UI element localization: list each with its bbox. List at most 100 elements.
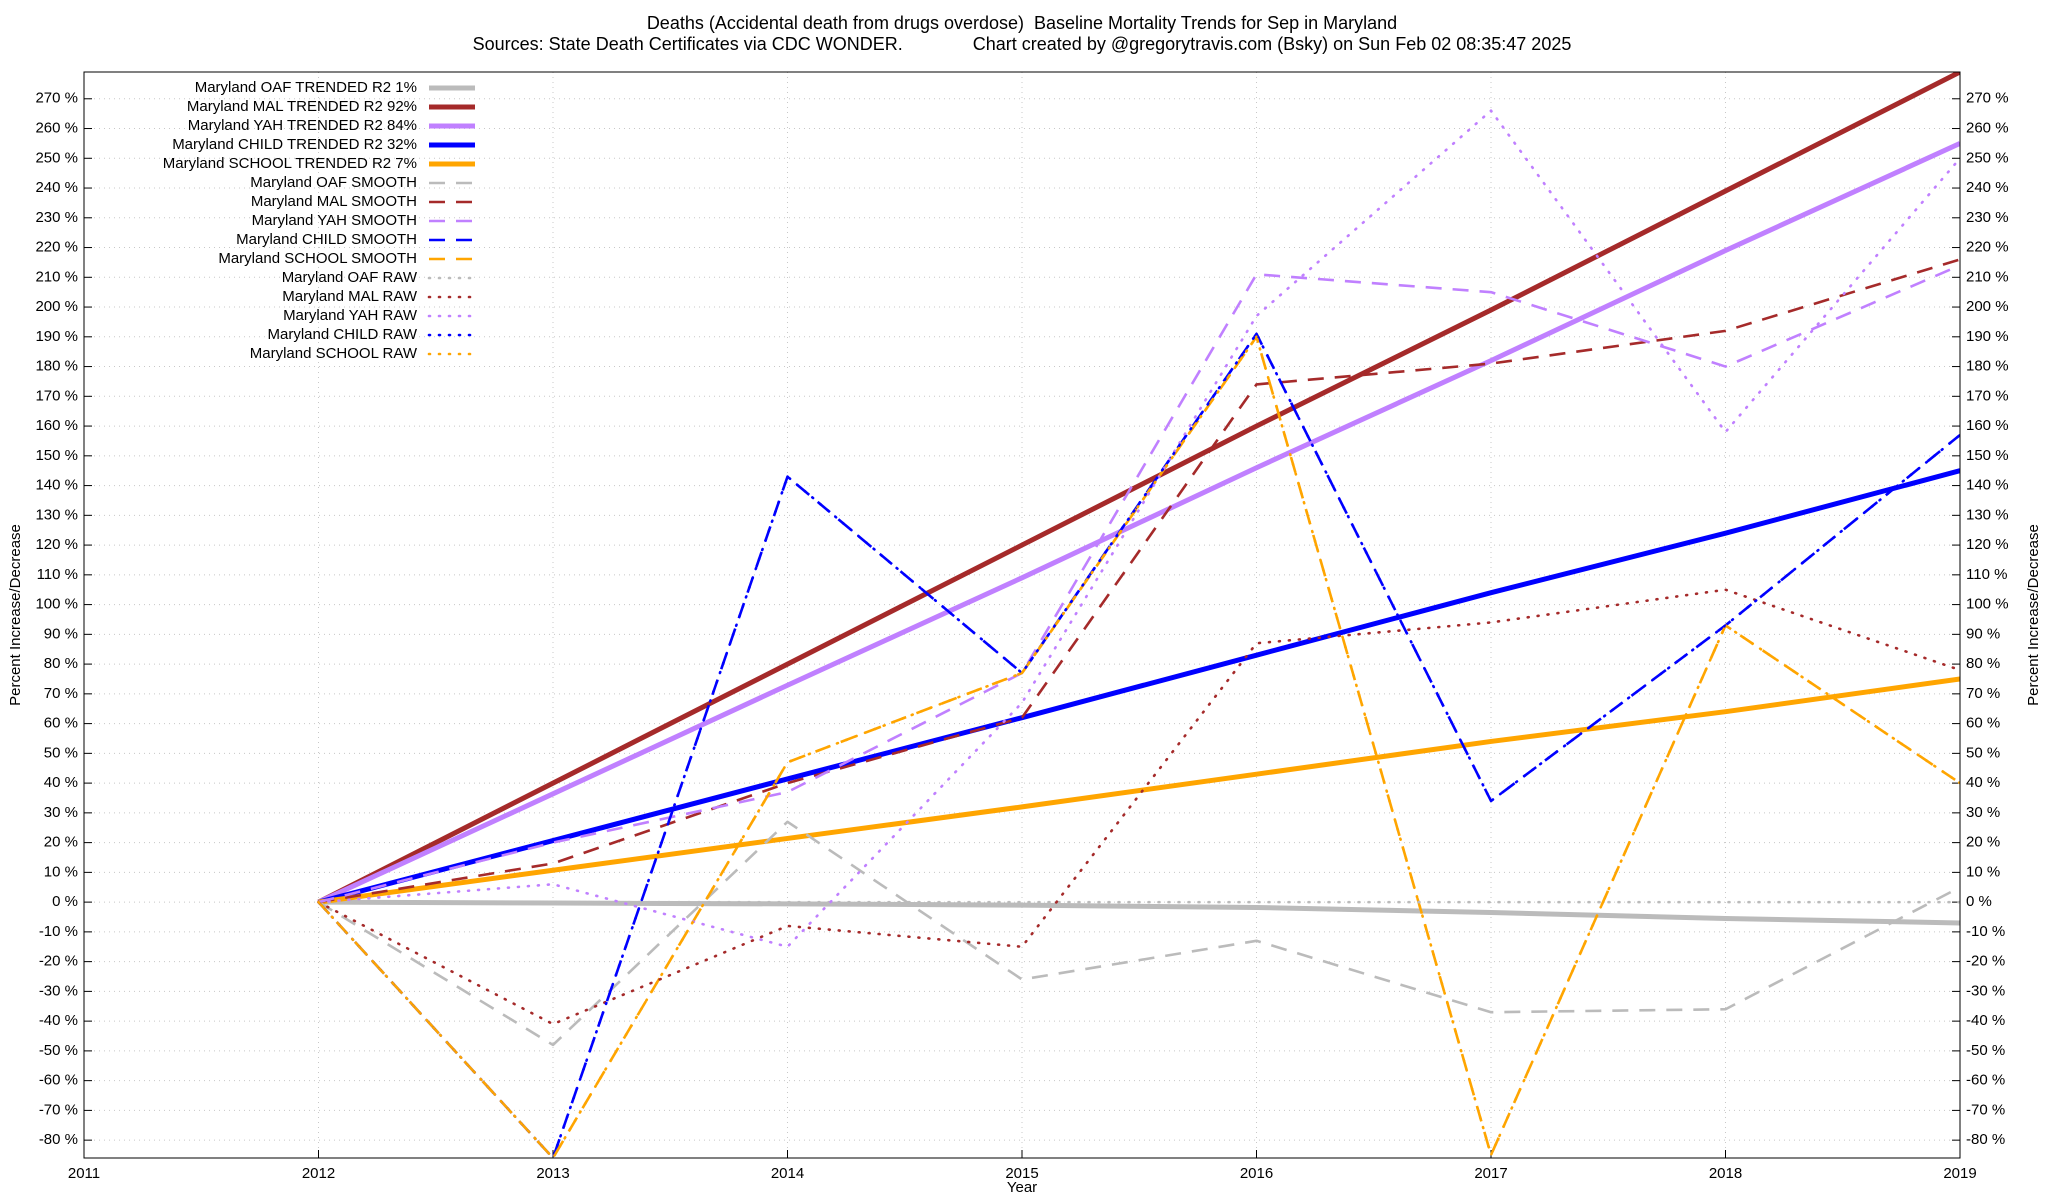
y-tick-label: 160 % [35,417,78,434]
y-tick-label: -40 % [39,1012,78,1029]
y2-tick-label: 50 % [1966,744,2000,761]
y2-tick-label: 0 % [1966,893,1992,910]
legend-label: Maryland CHILD TRENDED R2 32% [172,136,417,153]
y2-tick-label: 180 % [1966,358,2009,375]
legend-label: Maryland YAH TRENDED R2 84% [188,117,417,134]
series-line [317,332,1960,1158]
legend-label: Maryland MAL RAW [282,288,418,305]
legend-label: Maryland MAL TRENDED R2 92% [187,98,417,115]
y-tick-label: 240 % [35,179,78,196]
y2-tick-label: 210 % [1966,268,2009,285]
y2-tick-label: 260 % [1966,120,2009,137]
x-tick-label: 2016 [1240,1165,1273,1182]
y2-tick-label: 90 % [1966,625,2000,642]
y-tick-label: 210 % [35,268,78,285]
series-line [318,676,1960,905]
legend-label: Maryland SCHOOL RAW [250,345,418,362]
x-tick-label: 2018 [1709,1165,1742,1182]
y2-tick-label: 110 % [1966,566,2007,583]
x-tick-label: 2011 [68,1165,100,1182]
y2-tick-label: -70 % [1966,1101,2005,1118]
y2-tick-label: 100 % [1966,596,2009,613]
y-tick-label: 130 % [35,506,78,523]
x-tick-label: 2013 [536,1165,569,1182]
legend-label: Maryland CHILD RAW [268,326,418,343]
y2-tick-label: 10 % [1966,863,2000,880]
series-line [317,468,1960,905]
plot-area [317,72,1960,1158]
y2-tick-label: 60 % [1966,715,2000,732]
y2-tick-label: -80 % [1966,1131,2005,1148]
series-line [318,264,1960,904]
x-tick-label: 2017 [1474,1165,1507,1182]
y2-tick-label: -40 % [1966,1012,2005,1029]
y2-axis-label: Percent Increase/Decrease [2025,524,2042,706]
y2-tick-label: 230 % [1966,209,2009,226]
y-tick-label: 100 % [35,596,78,613]
chart-title: Deaths (Accidental death from drugs over… [647,13,1397,33]
legend-label: Maryland YAH RAW [283,307,418,324]
y-tick-label: -30 % [39,982,78,999]
x-tick-label: 2015 [1005,1165,1038,1182]
y-tick-label: 10 % [44,863,78,880]
chart-subtitle: Sources: State Death Certificates via CD… [473,34,1572,54]
series-line [317,72,1960,905]
y-tick-label: -20 % [39,953,78,970]
y2-tick-label: 20 % [1966,834,2000,851]
y2-tick-label: 240 % [1966,179,2009,196]
series-line [318,258,1960,904]
y2-tick-label: -30 % [1966,982,2005,999]
y-tick-label: 260 % [35,120,78,137]
y-tick-label: -70 % [39,1101,78,1118]
y2-tick-label: 200 % [1966,298,2009,315]
legend-label: Maryland SCHOOL TRENDED R2 7% [163,155,417,172]
y-tick-label: 110 % [37,566,78,583]
y-tick-label: 200 % [35,298,78,315]
y-tick-label: 150 % [35,447,78,464]
y-tick-label: 170 % [35,387,78,404]
series-line [317,109,1960,949]
y-tick-label: -10 % [39,923,78,940]
y-tick-label: 120 % [35,536,78,553]
y2-tick-label: 30 % [1966,804,2000,821]
y2-tick-label: -50 % [1966,1042,2005,1059]
legend-label: Maryland MAL SMOOTH [251,193,417,210]
series-line [317,588,1960,1026]
y2-tick-label: 170 % [1966,387,2009,404]
series-line [317,141,1960,905]
y-tick-label: 50 % [44,744,78,761]
y-tick-label: -80 % [39,1131,78,1148]
legend-label: Maryland SCHOOL SMOOTH [218,250,417,267]
x-axis-label: Year [1007,1179,1037,1196]
series-line [318,899,1960,926]
y-tick-label: -60 % [39,1072,78,1089]
y2-tick-label: 80 % [1966,655,2000,672]
legend-label: Maryland OAF SMOOTH [250,174,417,191]
y-tick-label: 40 % [44,774,78,791]
series-line [317,335,1960,1158]
y2-tick-label: -60 % [1966,1072,2005,1089]
y-tick-label: 250 % [35,149,78,166]
y2-tick-label: 270 % [1966,90,2009,107]
y2-tick-label: 130 % [1966,506,2009,523]
x-tick-label: 2019 [1943,1165,1976,1182]
y2-tick-label: 160 % [1966,417,2009,434]
y-tick-label: 20 % [44,834,78,851]
y-tick-label: -50 % [39,1042,78,1059]
y-tick-label: 60 % [44,715,78,732]
legend-label: Maryland YAH SMOOTH [252,212,417,229]
y-tick-label: 140 % [35,477,78,494]
y2-tick-label: 220 % [1966,239,2009,256]
y2-tick-label: -10 % [1966,923,2005,940]
y2-tick-label: 190 % [1966,328,2009,345]
y-tick-label: 30 % [44,804,78,821]
y-tick-label: 70 % [44,685,78,702]
y-tick-label: 90 % [44,625,78,642]
y-axis-label: Percent Increase/Decrease [7,524,24,706]
y-tick-label: 270 % [35,90,78,107]
y-tick-label: 0 % [52,893,78,910]
plot-border [83,71,1961,1159]
legend-label: Maryland OAF TRENDED R2 1% [195,79,417,96]
y2-tick-label: 140 % [1966,477,2009,494]
